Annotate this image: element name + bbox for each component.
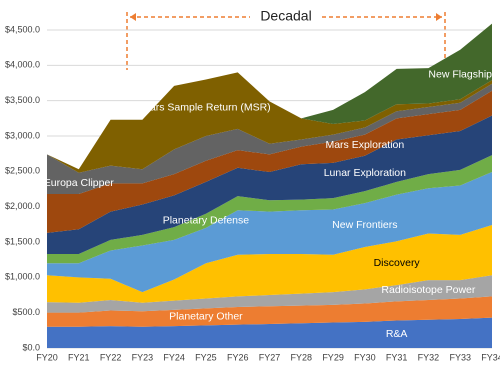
y-tick-label: $2,000.0	[5, 201, 40, 211]
series-label: Mars Exploration	[325, 139, 404, 151]
series-label: Planetary Defense	[163, 215, 250, 227]
series-label: New Frontiers	[332, 219, 397, 231]
series-label: Europa Clipper	[44, 177, 115, 189]
x-tick-label: FY33	[449, 352, 471, 362]
x-tick-label: FY24	[163, 352, 185, 362]
y-tick-label: $1,500.0	[5, 236, 40, 246]
area	[47, 115, 492, 255]
series-label: New Flagship	[428, 68, 492, 80]
x-tick-label: FY22	[100, 352, 122, 362]
series-label: Radioisotope Power	[381, 284, 475, 296]
series-label: Lunar Exploration	[324, 167, 406, 179]
x-tick-label: FY30	[354, 352, 376, 362]
y-tick-label: $3,500.0	[5, 95, 40, 105]
area	[47, 23, 492, 170]
area	[47, 155, 492, 264]
x-tick-label: FY27	[259, 352, 281, 362]
x-tick-label: FY32	[418, 352, 440, 362]
area	[47, 90, 492, 233]
x-tick-label: FY31	[386, 352, 408, 362]
y-tick-label: $0.0	[22, 342, 40, 352]
area	[47, 225, 492, 303]
series-label: Discovery	[374, 257, 421, 269]
x-tick-label: FY28	[291, 352, 313, 362]
y-tick-label: $500.0	[12, 307, 40, 317]
x-tick-label: FY29	[322, 352, 344, 362]
x-tick-label: FY26	[227, 352, 249, 362]
areas	[47, 23, 492, 348]
area	[47, 83, 492, 194]
y-tick-label: $4,000.0	[5, 60, 40, 70]
area	[47, 172, 492, 293]
area	[47, 275, 492, 313]
x-tick-label: FY23	[132, 352, 154, 362]
x-tick-label: FY21	[68, 352, 90, 362]
y-tick-label: $4,500.0	[5, 24, 40, 34]
x-tick-label: FY20	[36, 352, 58, 362]
y-tick-label: $3,000.0	[5, 130, 40, 140]
annotation: Decadal	[260, 8, 311, 24]
area	[47, 72, 492, 173]
series-label: Planetary Other	[169, 311, 243, 323]
y-tick-label: $1,000.0	[5, 272, 40, 282]
x-tick-label: FY34	[481, 352, 500, 362]
area	[47, 317, 492, 348]
series-label: Mars Sample Return (MSR)	[141, 102, 271, 114]
area	[47, 296, 492, 327]
y-tick-label: $2,500.0	[5, 166, 40, 176]
series-label: R&A	[386, 328, 408, 340]
x-tick-label: FY25	[195, 352, 217, 362]
